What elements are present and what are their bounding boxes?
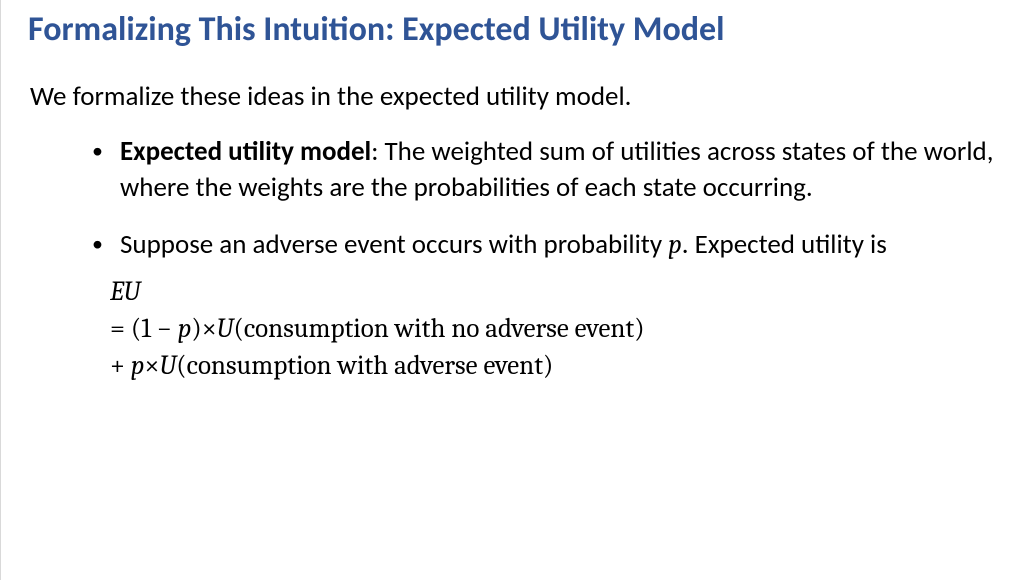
- eq3-times: ×: [144, 350, 159, 381]
- eq3-U: U: [159, 350, 176, 381]
- bullet-2-pre: Suppose an adverse event occurs with pro…: [120, 228, 668, 261]
- bullet-1-term: Expected utility model: [120, 135, 371, 168]
- equation-block: EU = (1 − p)×U(consumption with no adver…: [110, 273, 996, 385]
- eq2-arg: (consumption with no adverse event): [234, 313, 645, 344]
- bullet-1: Expected utility model: The weighted sum…: [92, 134, 996, 205]
- eq-line-3: + p×U(consumption with adverse event): [110, 347, 996, 384]
- eq2-close-times: )×: [191, 313, 216, 344]
- bullet-2: Suppose an adverse event occurs with pro…: [92, 227, 996, 384]
- eq2-eq-open: = (1 −: [110, 313, 178, 344]
- intro-text: We formalize these ideas in the expected…: [30, 79, 996, 114]
- var-p: p: [668, 229, 682, 260]
- bullet-2-post: . Expected utility is: [682, 228, 887, 261]
- eq-line-2: = (1 − p)×U(consumption with no adverse …: [110, 310, 996, 347]
- eq3-plus: +: [110, 350, 131, 381]
- eq3-arg: (consumption with adverse event): [176, 350, 553, 381]
- slide: Formalizing This Intuition: Expected Uti…: [0, 0, 1024, 580]
- eq2-p: p: [178, 313, 192, 344]
- slide-title: Formalizing This Intuition: Expected Uti…: [28, 10, 996, 51]
- left-border-rule: [0, 0, 1, 580]
- eq-EU: EU: [110, 276, 140, 307]
- eq3-p: p: [131, 350, 145, 381]
- bullet-list: Expected utility model: The weighted sum…: [28, 134, 996, 385]
- eq2-U: U: [217, 313, 234, 344]
- eq-line-1: EU: [110, 273, 996, 310]
